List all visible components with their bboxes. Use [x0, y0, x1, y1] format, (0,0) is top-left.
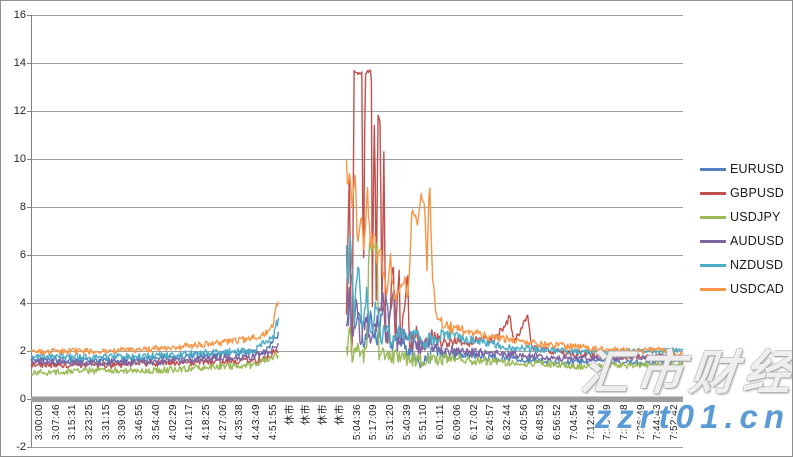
x-axis-label: 3:46:55	[134, 404, 146, 441]
x-axis-label: 3:15:31	[67, 404, 79, 441]
x-axis-label: 7:36:49	[635, 404, 647, 441]
legend-label: USDCAD	[730, 282, 784, 296]
x-axis-label: 休市	[301, 404, 313, 425]
legend-line-swatch	[700, 263, 726, 267]
y-axis-label: 16	[13, 8, 26, 21]
x-axis-label: 7:28:58	[618, 404, 630, 441]
y-axis-label: 12	[13, 104, 26, 117]
x-axis-label: 休市	[334, 404, 346, 425]
legend-item-nzdusd[interactable]: NZDUSD	[700, 253, 792, 277]
x-axis-label: 5:40:39	[401, 404, 413, 441]
x-axis-label: 7:04:54	[568, 404, 580, 441]
x-axis-label: 7:20:49	[602, 404, 614, 441]
x-axis-label: 5:31:20	[384, 404, 396, 441]
x-axis-label: 5:51:10	[418, 404, 430, 441]
x-axis-label: 6:09:06	[451, 404, 463, 441]
y-axis-label: 6	[19, 248, 26, 261]
legend-item-gbpusd[interactable]: GBPUSD	[700, 181, 792, 205]
legend-label: EURUSD	[730, 162, 784, 176]
legend-line-swatch	[700, 191, 726, 195]
legend-item-usdjpy[interactable]: USDJPY	[700, 205, 792, 229]
x-axis-label: 3:31:15	[100, 404, 112, 441]
x-axis-label: 6:01:11	[435, 404, 447, 440]
x-axis-label: 4:35:38	[234, 404, 246, 441]
legend-item-eurusd[interactable]: EURUSD	[700, 157, 792, 181]
legend-line-swatch	[700, 167, 726, 171]
legend-label: GBPUSD	[730, 186, 784, 200]
x-axis-label: 休市	[318, 404, 330, 425]
y-axis-label: 8	[19, 200, 26, 213]
legend-line-swatch	[700, 239, 726, 243]
x-axis-label: 3:07:46	[50, 404, 62, 441]
x-axis-label: 4:43:49	[251, 404, 263, 441]
x-axis-label: 3:00:00	[33, 404, 45, 441]
x-axis-label: 6:56:52	[552, 404, 564, 441]
legend-line-swatch	[700, 287, 726, 291]
x-axis-label: 5:17:09	[368, 404, 380, 441]
x-axis-label: 4:27:06	[217, 404, 229, 441]
x-axis-label: 7:52:42	[669, 404, 681, 441]
x-axis-label: 3:23:25	[84, 404, 95, 441]
y-axis-label: 2	[19, 344, 26, 357]
x-axis-label: 4:51:55	[267, 404, 279, 441]
y-axis-label: -2	[16, 440, 26, 453]
x-axis-label: 4:02:29	[167, 404, 179, 441]
x-axis-label: 4:10:17	[184, 404, 196, 441]
legend-line-swatch	[700, 215, 726, 219]
y-axis-label: 10	[13, 152, 26, 165]
legend-label: NZDUSD	[730, 258, 784, 272]
x-axis-label: 5:04:36	[351, 404, 363, 441]
y-axis-label: 0	[19, 392, 26, 405]
legend-label: USDJPY	[730, 210, 781, 224]
y-axis-label: 4	[19, 296, 26, 309]
x-axis-label: 6:48:53	[535, 404, 547, 441]
x-axis-label: 6:24:57	[485, 404, 497, 441]
x-axis-label: 7:12:46	[585, 404, 597, 441]
x-axis-label: 3:39:00	[117, 404, 129, 441]
x-axis-label: 6:17:02	[468, 404, 480, 441]
legend-item-audusd[interactable]: AUDUSD	[700, 229, 792, 253]
x-axis-label: 7:44:43	[652, 404, 664, 441]
x-axis-label: 6:40:56	[518, 404, 530, 441]
legend-item-usdcad[interactable]: USDCAD	[700, 277, 792, 301]
legend: EURUSD GBPUSD USDJPY AUDUSD NZDUSD USDCAD	[700, 157, 792, 301]
y-axis: 16 14 12 10 8 6 4 2 0 -2	[1, 1, 27, 456]
x-axis-label: 3:54:40	[150, 404, 162, 441]
legend-label: AUDUSD	[730, 234, 784, 248]
y-axis-label: 14	[13, 56, 26, 69]
x-axis-label: 6:32:44	[501, 404, 513, 441]
x-axis-label: 4:18:25	[201, 404, 213, 441]
x-axis-label: 休市	[284, 404, 296, 425]
